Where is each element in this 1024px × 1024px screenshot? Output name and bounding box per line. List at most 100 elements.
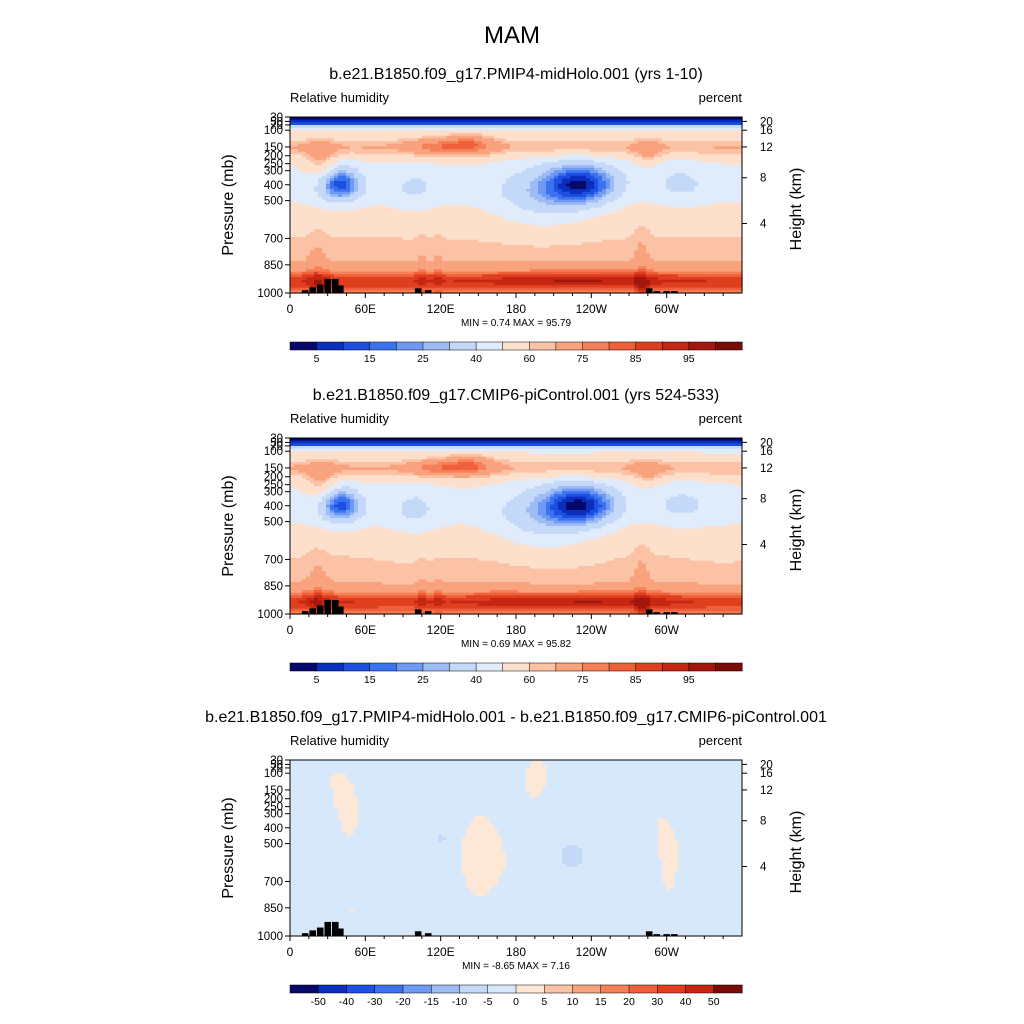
field-cell — [494, 186, 499, 190]
field-cell — [650, 125, 655, 129]
field-cell — [434, 138, 439, 142]
field-cell — [678, 117, 683, 121]
field-cell — [562, 149, 567, 153]
field-cell — [302, 215, 307, 219]
field-cell — [290, 167, 295, 171]
field-cell — [446, 215, 451, 219]
field-cell — [702, 186, 707, 190]
field-cell — [426, 223, 431, 227]
field-cell — [530, 218, 535, 222]
field-cell — [614, 199, 619, 203]
field-cell — [422, 181, 427, 185]
field-cell — [402, 143, 407, 147]
field-cell — [422, 159, 427, 163]
field-cell — [582, 127, 587, 131]
field-cell — [590, 167, 595, 171]
field-cell — [530, 117, 535, 121]
field-cell — [626, 215, 631, 219]
field-cell — [490, 221, 495, 225]
field-cell — [726, 157, 731, 161]
field-cell — [610, 122, 615, 126]
field-cell — [434, 183, 439, 187]
field-cell — [514, 162, 519, 166]
field-cell — [298, 202, 303, 206]
field-cell — [534, 207, 539, 211]
field-cell — [486, 213, 491, 217]
field-cell — [654, 159, 659, 163]
field-cell — [706, 146, 711, 150]
field-cell — [438, 157, 443, 161]
field-cell — [438, 133, 443, 137]
field-cell — [730, 170, 735, 174]
field-cell — [518, 215, 523, 219]
field-cell — [506, 218, 511, 222]
field-cell — [326, 194, 331, 198]
field-cell — [582, 138, 587, 142]
field-cell — [458, 186, 463, 190]
field-cell — [694, 165, 699, 169]
field-cell — [386, 183, 391, 187]
field-cell — [366, 127, 371, 131]
field-cell — [610, 207, 615, 211]
field-cell — [542, 183, 547, 187]
field-cell — [678, 210, 683, 214]
field-cell — [370, 146, 375, 150]
field-cell — [530, 223, 535, 227]
field-cell — [310, 221, 315, 225]
field-cell — [406, 226, 411, 230]
field-cell — [482, 119, 487, 123]
field-cell — [330, 191, 335, 195]
field-cell — [414, 210, 419, 214]
field-cell — [622, 135, 627, 139]
field-cell — [630, 205, 635, 209]
field-cell — [722, 133, 727, 137]
field-cell — [538, 162, 543, 166]
field-cell — [594, 186, 599, 190]
field-cell — [466, 167, 471, 171]
field-cell — [358, 151, 363, 155]
field-cell — [594, 181, 599, 185]
field-cell — [538, 218, 543, 222]
field-cell — [334, 223, 339, 227]
field-cell — [498, 218, 503, 222]
field-cell — [386, 175, 391, 179]
field-cell — [658, 189, 663, 193]
field-cell — [378, 221, 383, 225]
field-cell — [698, 215, 703, 219]
field-cell — [410, 154, 415, 158]
field-cell — [546, 205, 551, 209]
field-cell — [466, 122, 471, 126]
field-cell — [682, 175, 687, 179]
field-cell — [634, 138, 639, 142]
field-cell — [526, 199, 531, 203]
field-cell — [538, 173, 543, 177]
field-cell — [670, 213, 675, 217]
field-cell — [362, 221, 367, 225]
field-cell — [382, 141, 387, 145]
field-cell — [330, 149, 335, 153]
field-cell — [654, 223, 659, 227]
field-cell — [558, 125, 563, 129]
field-cell — [414, 199, 419, 203]
field-cell — [502, 151, 507, 155]
field-cell — [474, 213, 479, 217]
field-cell — [430, 146, 435, 150]
field-cell — [414, 149, 419, 153]
field-cell — [342, 199, 347, 203]
field-cell — [626, 191, 631, 195]
field-cell — [490, 146, 495, 150]
field-cell — [602, 138, 607, 142]
field-cell — [366, 186, 371, 190]
field-cell — [438, 151, 443, 155]
field-cell — [590, 143, 595, 147]
field-cell — [498, 135, 503, 139]
field-cell — [634, 159, 639, 163]
field-cell — [366, 119, 371, 123]
field-cell — [534, 165, 539, 169]
field-cell — [446, 205, 451, 209]
field-cell — [614, 167, 619, 171]
field-cell — [394, 135, 399, 139]
field-cell — [410, 159, 415, 163]
field-cell — [350, 149, 355, 153]
field-cell — [526, 218, 531, 222]
